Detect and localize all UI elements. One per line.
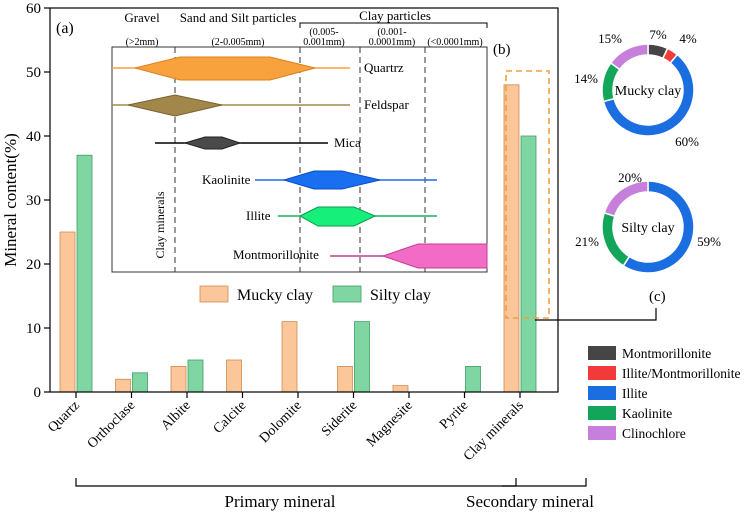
range-label-montmorillonite: Montmorillonite (233, 247, 319, 262)
x-tick-label-siderite: Siderite (319, 398, 360, 439)
legend-label-mucky-clay: Mucky clay (237, 287, 313, 304)
bar-mucky-clay-calcite (226, 359, 242, 393)
legend-label-illite-montmorillonite: Illite/Montmorillonite (622, 366, 741, 381)
bar-silty-clay-albite (187, 359, 204, 393)
header-gravel: Gravel (124, 10, 160, 25)
bar-mucky-clay-magnesite (392, 385, 409, 393)
y-tick-label: 0 (34, 385, 42, 401)
slice-label-silty-illite: 59% (697, 234, 721, 249)
bar-mucky-clay-quartz (59, 231, 76, 393)
legend-swatch-mucky-clay (199, 285, 229, 303)
secondary-mineral-label: Secondary mineral (466, 492, 594, 511)
donut-panel: Mucky clay Silty clay 7% 4% 60% 14% 15% … (535, 27, 741, 441)
slice-label-mucky-clinochlore: 15% (598, 31, 622, 46)
primary-mineral-bracket: Primary mineral (75, 478, 517, 511)
clay-sub-2-line-1: (0.001- (377, 27, 406, 38)
slice-label-silty-kaolinite: 21% (575, 234, 599, 249)
x-tick-label-calcite: Calcite (211, 398, 250, 437)
y-tick-label: 50 (26, 65, 41, 81)
legend-swatch-montmorillonite (588, 346, 616, 360)
x-tick-label-albite: Albite (158, 398, 193, 433)
y-tick-label: 40 (26, 129, 41, 145)
bar-silty-clay-siderite (354, 321, 370, 393)
donut-slice-silty-clay-clinochlore (603, 180, 649, 218)
slice-label-mucky-illite-montmorillonite: 4% (679, 31, 697, 46)
header-sand-silt-range: (2-0.005mm) (211, 37, 264, 48)
slice-label-mucky-montmorillonite: 7% (649, 27, 667, 42)
donut-center-label-silty-clay: Silty clay (621, 221, 674, 236)
range-label-illite: Illite (246, 208, 271, 223)
range-row-mica: Mica (155, 135, 361, 150)
x-tick-label-clay-minerals: Clay minerals (461, 398, 527, 464)
secondary-mineral-bracket: Secondary mineral (466, 478, 594, 511)
range-row-quartz: Quartrz (112, 56, 404, 81)
size-dividers (174, 47, 426, 272)
legend-label-montmorillonite: Montmorillonite (622, 346, 711, 361)
legend-swatch-kaolinite (588, 406, 616, 420)
range-row-kaolinite: Kaolinite (202, 170, 437, 190)
range-label-kaolinite: Kaolinite (202, 172, 251, 187)
bars-layer (59, 84, 537, 393)
y-tick-label: 30 (26, 193, 41, 209)
bar-silty-clay-pyrite (465, 365, 481, 393)
y-tick-label: 60 (26, 1, 41, 17)
clay-sub-3: (<0.0001mm) (427, 37, 482, 48)
range-label-feldspar: Feldspar (364, 97, 409, 112)
clay-minerals-side-label: Clay minerals (153, 191, 167, 258)
legend-swatch-illite-montmorillonite (588, 366, 616, 380)
clay-minerals-highlight-box (505, 70, 550, 319)
x-tick-label-pyrite: Pyrite (437, 398, 471, 432)
range-row-illite: Illite (246, 206, 437, 227)
panel-b-label: (b) (493, 42, 511, 58)
bar-silty-clay-orthoclase (132, 372, 148, 393)
clay-sub-1-line-2: 0.001mm) (303, 37, 344, 48)
x-tick-label-dolomite: Dolomite (257, 398, 305, 446)
legend-label-illite: Illite (622, 386, 648, 401)
connector-line (535, 308, 657, 321)
particle-size-inset: (b) Gravel (>2mm) Sand and Silt particle… (111, 8, 511, 273)
legend-label-clinochlore: Clinochlore (622, 426, 686, 441)
legend-swatch-clinochlore (588, 426, 616, 440)
y-axis: 0 10 20 30 40 50 60 (26, 1, 50, 401)
range-row-feldspar: Feldspar (112, 94, 409, 117)
range-label-quartz: Quartrz (364, 60, 404, 75)
x-tick-label-orthoclase: Orthoclase (85, 398, 138, 451)
bar-silty-clay-quartz (76, 154, 93, 393)
panel-c-label: (c) (649, 289, 666, 305)
legend-swatch-illite (588, 386, 616, 400)
clay-particles-bracket (299, 22, 488, 28)
bar-mucky-clay-orthoclase (115, 378, 131, 393)
y-axis-label: Mineral content(%) (1, 133, 20, 267)
x-tick-label-magnesite: Magnesite (364, 398, 416, 450)
bar-mucky-clay-dolomite (281, 321, 298, 393)
panel-a-label: (a) (56, 20, 74, 37)
donut-slice-mucky-clay-clinochlore (609, 43, 649, 71)
primary-mineral-label: Primary mineral (225, 492, 336, 511)
slice-label-mucky-kaolinite: 14% (574, 71, 598, 86)
clay-sub-2-line-2: 0.0001mm) (369, 37, 415, 48)
header-clay-particles: Clay particles (359, 8, 431, 23)
header-gravel-range: (>2mm) (126, 37, 159, 48)
x-tick-label-quartz: Quartz (45, 398, 83, 436)
slice-label-mucky-illite: 60% (675, 134, 699, 149)
y-tick-label: 10 (26, 321, 41, 337)
legend-label-silty-clay: Silty clay (370, 287, 431, 304)
legend-label-kaolinite: Kaolinite (622, 406, 672, 421)
donut-silty-clay (601, 180, 695, 274)
range-label-mica: Mica (334, 135, 361, 150)
legend-swatch-silty-clay (332, 285, 362, 303)
bar-silty-clay-clay-minerals (520, 135, 537, 393)
donut-center-label-mucky-clay: Mucky clay (615, 84, 681, 99)
slice-label-silty-clinochlore: 20% (618, 170, 642, 185)
y-tick-label: 20 (26, 257, 41, 273)
clay-sub-1-line-1: (0.005- (309, 27, 338, 38)
donut-legend: Montmorillonite Illite/Montmorillonite Ill… (588, 346, 741, 441)
bar-mucky-clay-siderite (337, 365, 353, 393)
bar-mucky-clay-albite (170, 365, 187, 393)
header-sand-silt: Sand and Silt particles (180, 10, 297, 25)
x-axis: Quartz Orthoclase Albite Calcite Dolomite Sid… (45, 392, 527, 464)
donut-mucky-clay (601, 43, 695, 137)
range-row-montmorillonite: Montmorillonite (233, 243, 488, 269)
